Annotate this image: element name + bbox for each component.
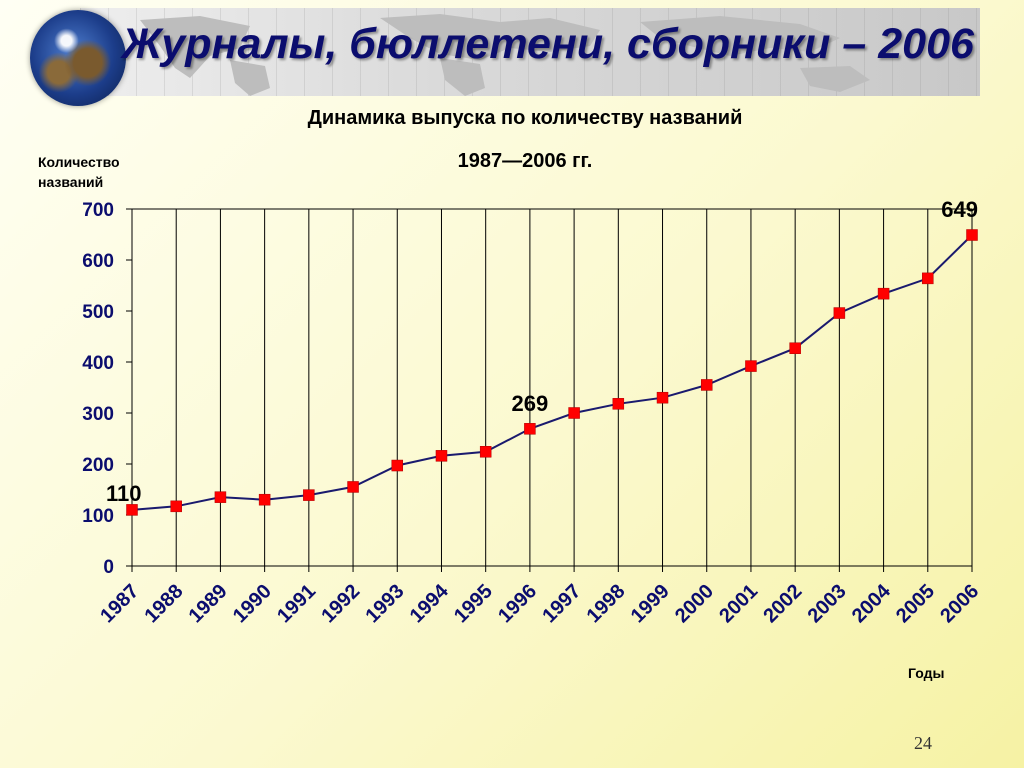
- data-label: 269: [512, 391, 549, 416]
- x-tick-label: 2000: [671, 580, 718, 627]
- x-tick-label: 1999: [627, 580, 674, 627]
- x-axis-label: Годы: [908, 665, 945, 681]
- data-point: [656, 391, 669, 404]
- data-point: [258, 493, 271, 506]
- data-point: [214, 491, 227, 503]
- data-point: [303, 489, 315, 501]
- x-tick-label: 1996: [494, 580, 541, 627]
- page-number: 24: [914, 733, 932, 753]
- data-point: [347, 481, 359, 493]
- y-tick-label: 600: [82, 251, 114, 272]
- data-point: [524, 423, 536, 435]
- data-point: [391, 459, 404, 472]
- chart-title: Динамика выпуска по количеству названий: [307, 107, 743, 129]
- data-point: [479, 446, 492, 458]
- x-tick-label: 2006: [936, 580, 983, 627]
- x-tick-label: 2003: [804, 580, 851, 627]
- x-tick-label: 2001: [715, 580, 762, 627]
- x-tick-label: 2005: [892, 580, 939, 627]
- y-tick-label: 200: [82, 455, 114, 476]
- x-tick-label: 1997: [538, 580, 585, 627]
- x-tick-label: 2004: [848, 580, 896, 628]
- x-tick-label: 1987: [96, 580, 143, 627]
- x-tick-label: 1990: [229, 580, 276, 627]
- world-map-background: [140, 14, 870, 96]
- x-tick-label: 1989: [185, 580, 232, 627]
- y-tick-label: 300: [82, 404, 114, 425]
- series-line: [131, 234, 973, 511]
- x-tick-label: 1991: [273, 580, 320, 627]
- y-tick-label: 700: [82, 200, 114, 221]
- data-point: [700, 379, 713, 391]
- plot-area: [131, 208, 973, 567]
- x-tick-label: 2002: [759, 580, 806, 627]
- data-point: [966, 229, 978, 241]
- x-tick-label: 1998: [583, 580, 630, 627]
- data-point: [435, 450, 448, 462]
- data-point: [789, 342, 801, 354]
- data-label: 649: [941, 197, 978, 222]
- data-point: [170, 500, 182, 513]
- data-label: 110: [106, 481, 142, 506]
- data-point: [922, 272, 934, 285]
- x-tick-label: 1992: [317, 580, 364, 627]
- data-point: [612, 398, 625, 410]
- data-point: [877, 287, 890, 300]
- x-tick-label: 1993: [362, 580, 409, 627]
- globe-logo: [30, 10, 126, 106]
- y-tick-label: 100: [82, 506, 114, 527]
- slide-title: Журналы, бюллетени, сборники – 2006: [122, 20, 974, 68]
- chart-subtitle: 1987—2006 гг.: [457, 150, 593, 172]
- x-tick-label: 1995: [450, 580, 497, 627]
- x-tick-label: 1988: [140, 580, 187, 627]
- data-point: [568, 407, 580, 419]
- y-tick-label: 500: [82, 302, 114, 323]
- y-axis-label: Количество названий: [38, 154, 120, 190]
- x-tick-label: 1994: [406, 580, 454, 628]
- data-point: [126, 504, 138, 516]
- data-point: [745, 360, 757, 372]
- data-point: [833, 307, 846, 319]
- y-tick-label: 0: [103, 557, 114, 578]
- y-tick-label: 400: [82, 353, 114, 374]
- title-banner: [80, 8, 980, 96]
